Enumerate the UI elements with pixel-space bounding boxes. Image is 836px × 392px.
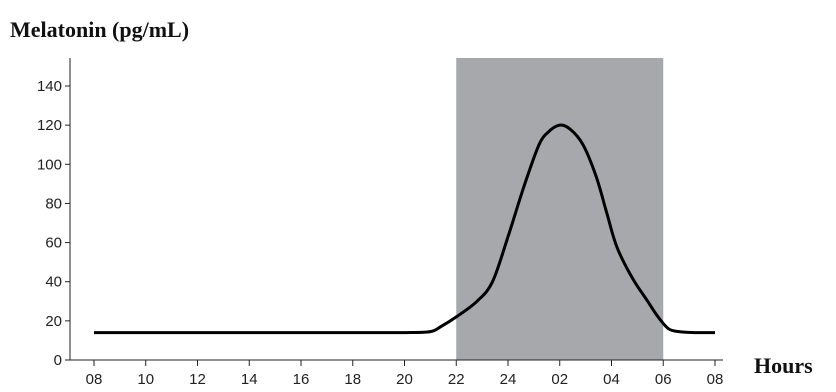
x-tick-label: 22 xyxy=(448,371,465,388)
y-tick-label: 80 xyxy=(45,195,62,212)
x-tick-label: 24 xyxy=(500,371,517,388)
x-tick-label: 02 xyxy=(551,371,568,388)
x-tick-label: 04 xyxy=(603,371,620,388)
x-tick-label: 20 xyxy=(396,371,413,388)
night-shaded-band xyxy=(456,58,664,360)
y-tick-label: 140 xyxy=(37,78,62,95)
y-tick-label: 120 xyxy=(37,117,62,134)
x-tick-label: 06 xyxy=(655,371,672,388)
y-tick-label: 60 xyxy=(45,235,62,252)
x-tick-label: 08 xyxy=(86,371,103,388)
x-tick-label: 14 xyxy=(241,371,258,388)
y-axis: 0 20 40 60 80 100 120 140 xyxy=(37,58,71,369)
x-tick-label: 16 xyxy=(293,371,310,388)
x-tick-label: 12 xyxy=(189,371,206,388)
y-axis-label: Melatonin (pg/mL) xyxy=(10,17,189,42)
x-axis-label: Hours xyxy=(754,353,813,378)
x-tick-label: 08 xyxy=(707,371,724,388)
x-tick-label: 18 xyxy=(344,371,361,388)
y-tick-label: 20 xyxy=(45,313,62,330)
y-tick-label: 100 xyxy=(37,156,62,173)
x-tick-label: 10 xyxy=(137,371,154,388)
y-tick-label: 0 xyxy=(54,352,62,369)
x-axis: 08 10 12 14 16 18 20 22 24 02 04 06 08 xyxy=(70,359,724,388)
melatonin-series-line xyxy=(94,123,716,335)
series-layer xyxy=(94,123,716,335)
y-tick-label: 40 xyxy=(45,274,62,291)
